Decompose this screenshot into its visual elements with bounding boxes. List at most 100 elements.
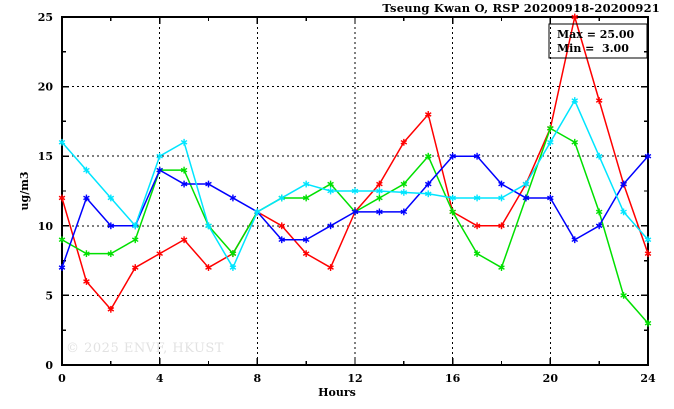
data-point-marker <box>449 194 456 202</box>
data-point-marker <box>229 194 237 202</box>
data-point-marker <box>620 180 627 188</box>
data-point-marker <box>620 292 627 299</box>
data-point-marker <box>180 236 188 244</box>
data-point-marker <box>254 208 261 216</box>
max-value-label: Max = 25.00 <box>557 28 635 41</box>
data-point-marker <box>131 264 139 271</box>
data-point-marker <box>547 124 554 132</box>
data-point-marker <box>473 152 481 160</box>
data-point-marker <box>180 166 188 174</box>
y-axis-title: ug/m3 <box>18 172 31 211</box>
data-point-marker <box>498 180 505 188</box>
data-point-marker <box>571 138 579 146</box>
y-tick-label: 5 <box>45 289 53 302</box>
data-point-marker <box>107 222 115 230</box>
x-tick-label: 20 <box>543 372 559 385</box>
y-tick-label: 0 <box>45 359 53 372</box>
data-point-marker <box>498 194 505 202</box>
data-point-marker <box>376 208 383 216</box>
x-tick-label: 0 <box>58 372 66 385</box>
data-point-marker <box>473 222 481 230</box>
stats-box <box>548 23 648 59</box>
data-point-marker <box>205 264 212 271</box>
data-point-marker <box>83 278 90 285</box>
y-tick-label: 20 <box>38 81 54 94</box>
data-point-marker <box>302 194 310 202</box>
data-point-marker <box>595 208 603 216</box>
x-tick-label: 12 <box>347 372 362 385</box>
x-tick-label: 24 <box>640 372 656 385</box>
data-point-marker <box>449 208 456 216</box>
y-tick-label: 25 <box>38 11 53 24</box>
data-point-marker <box>424 152 432 160</box>
data-point-marker <box>644 152 652 160</box>
y-tick-label: 10 <box>38 220 54 233</box>
plot-frame <box>61 16 649 366</box>
data-point-marker <box>58 194 66 202</box>
data-point-marker <box>400 188 408 196</box>
data-point-marker <box>498 264 505 271</box>
data-point-marker <box>547 194 554 202</box>
min-value-label: Min = 3.00 <box>557 42 629 55</box>
data-point-marker <box>156 152 163 160</box>
data-point-marker <box>400 180 408 188</box>
data-point-marker <box>229 264 237 271</box>
data-series-group <box>58 13 652 327</box>
data-point-marker <box>278 236 286 244</box>
data-point-marker <box>205 222 212 230</box>
data-point-marker <box>644 319 652 327</box>
data-point-marker <box>302 180 310 188</box>
data-point-marker <box>595 152 603 160</box>
data-point-marker <box>302 250 310 258</box>
data-point-marker <box>131 222 139 230</box>
data-point-marker <box>498 222 505 230</box>
y-tick-labels: 0 5 10 15 20 25 <box>38 11 54 372</box>
data-point-marker <box>424 190 432 198</box>
data-point-marker <box>278 194 286 202</box>
y-tick-label: 15 <box>38 150 53 163</box>
data-point-marker <box>351 187 359 195</box>
data-point-marker <box>83 166 90 174</box>
data-point-marker <box>595 222 603 230</box>
data-point-marker <box>620 208 627 216</box>
data-point-marker <box>107 250 115 258</box>
data-point-marker <box>424 111 432 118</box>
chart-title: Tseung Kwan O, RSP 20200918-20200921 <box>382 1 660 15</box>
data-point-marker <box>376 194 383 202</box>
data-point-marker <box>327 222 334 230</box>
data-point-marker <box>180 180 188 188</box>
data-point-marker <box>547 138 554 146</box>
x-tick-label: 16 <box>445 372 461 385</box>
x-tick-label: 4 <box>156 372 164 385</box>
data-point-marker <box>473 194 481 202</box>
data-point-marker <box>351 208 359 216</box>
series-blue <box>58 152 652 271</box>
data-point-marker <box>595 97 603 104</box>
data-point-marker <box>571 13 579 21</box>
data-point-marker <box>473 250 481 258</box>
data-point-marker <box>571 97 579 104</box>
watermark: © 2025 ENVF, HKUST <box>66 341 224 356</box>
data-point-marker <box>327 264 334 271</box>
data-point-marker <box>571 236 579 244</box>
data-point-marker <box>522 194 530 202</box>
data-point-marker <box>156 166 163 174</box>
x-tick-labels: 0 4 8 12 16 20 24 <box>58 372 656 385</box>
data-point-marker <box>522 180 530 188</box>
data-point-marker <box>58 236 66 244</box>
data-point-marker <box>107 305 115 313</box>
data-point-marker <box>156 250 163 258</box>
data-point-marker <box>205 180 212 188</box>
data-point-marker <box>449 152 456 160</box>
data-point-marker <box>400 138 408 146</box>
data-point-marker <box>180 138 188 146</box>
data-point-marker <box>278 222 286 230</box>
data-point-marker <box>131 236 139 244</box>
data-point-marker <box>302 236 310 244</box>
data-point-marker <box>644 250 652 258</box>
data-point-marker <box>327 180 334 188</box>
data-point-marker <box>58 138 66 146</box>
data-point-marker <box>58 264 66 271</box>
